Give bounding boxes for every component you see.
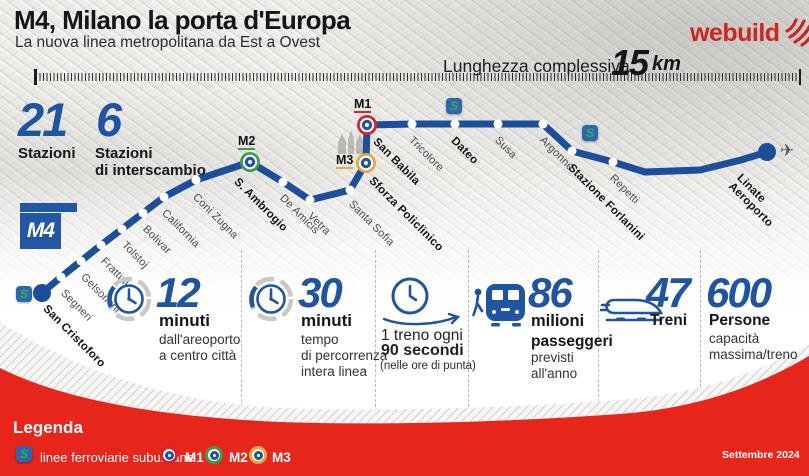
- interchange-marker: [248, 160, 252, 164]
- length-unit: km: [652, 53, 681, 75]
- legend-m1-label: M1: [185, 450, 204, 465]
- stat-frequency-line2: 90 secondi: [381, 342, 464, 359]
- stations-count-label: Stazioni: [18, 145, 76, 162]
- stat-capacity: 600: [706, 269, 772, 316]
- length-value: 15: [611, 42, 649, 83]
- stat-label: minuti: [159, 311, 210, 330]
- stat-label: Treni: [650, 312, 688, 329]
- station-dot: [493, 119, 503, 129]
- station-dot: [608, 157, 618, 167]
- station-dot: [76, 256, 86, 266]
- terminus-dot: [33, 284, 51, 302]
- legend-m3-label: M3: [272, 450, 291, 465]
- page-title: M4, Milano la porta d'Europa: [14, 5, 351, 35]
- interchanges-count-label: Stazioni di interscambio: [95, 145, 206, 180]
- terminus-dot: [758, 143, 776, 161]
- stat-divider: [241, 250, 242, 412]
- webuild-logo: webuild: [690, 13, 809, 47]
- station-dot: [538, 119, 548, 129]
- stopwatch-icon: [106, 276, 152, 322]
- stat-passengers: 86: [528, 269, 573, 316]
- duomo-icon: [338, 130, 364, 154]
- stat-divider: [598, 250, 599, 412]
- legend-m3-marker: [249, 446, 267, 464]
- interchange-marker: [365, 123, 369, 127]
- red-swoosh: [0, 356, 809, 476]
- station-dot: [159, 192, 169, 202]
- legend-m1-marker: [160, 446, 178, 464]
- legend-m2-marker: [205, 446, 223, 464]
- clock-frequency-icon: [382, 277, 461, 326]
- station-dot: [138, 208, 148, 218]
- interchanges-count: 6: [96, 93, 122, 146]
- stat-label: passeggeri: [531, 333, 613, 350]
- m4-logo: M4: [20, 203, 77, 249]
- ruler-endcap: [34, 69, 37, 85]
- stations-count: 21: [18, 93, 68, 146]
- webuild-wordmark: webuild: [690, 19, 780, 47]
- suburban-rail-icon: S: [16, 446, 32, 462]
- metro-train-passenger-icon: [472, 284, 525, 327]
- stat-frequency-line1: 1 treno ogni: [381, 327, 463, 344]
- station-dot: [407, 119, 417, 129]
- stopwatch-icon: [248, 276, 294, 322]
- stat-divider: [468, 250, 469, 412]
- station-dot: [345, 185, 355, 195]
- station-dot: [567, 146, 577, 156]
- length-ruler: [34, 69, 801, 85]
- length-label: Lunghezza complessiva: [443, 56, 630, 76]
- webuild-fan-icon: [784, 18, 809, 47]
- stat-trains: 47: [646, 269, 691, 316]
- m4-logo-bar: [20, 203, 77, 212]
- stat-label: milioni: [531, 312, 585, 330]
- stat-desc: tempo di percorrenza intera linea: [301, 332, 388, 379]
- stat-label: Persone: [709, 312, 771, 329]
- stat-divider: [700, 250, 701, 412]
- city-map-background: [0, 0, 809, 312]
- stat-label: minuti: [301, 311, 352, 330]
- station-dot: [56, 272, 66, 282]
- m4-logo-text: M4: [26, 219, 55, 242]
- highspeed-train-icon: [600, 298, 664, 322]
- stat-divider: [375, 250, 376, 412]
- stat-frequency-note: (nelle ore di punta): [380, 360, 476, 372]
- stat-desc: capacità massima/treno: [709, 331, 798, 362]
- legend-title: Legenda: [13, 418, 83, 437]
- stat-minutes-airport: 12: [156, 269, 201, 316]
- station-dot: [191, 175, 201, 185]
- station-dot: [278, 177, 288, 187]
- legend-m2-label: M2: [229, 450, 248, 465]
- station-dot: [117, 224, 127, 234]
- stat-minutes-line: 30: [298, 269, 343, 316]
- ruler-endcap: [798, 69, 801, 85]
- interchange-marker: [364, 161, 368, 165]
- station-dot: [96, 240, 106, 250]
- station-dot: [450, 119, 460, 129]
- publication-date: Settembre 2024: [722, 449, 800, 461]
- page-subtitle: La nuova linea metropolitana da Est a Ov…: [15, 34, 321, 51]
- stat-desc: previsti all'anno: [531, 350, 578, 381]
- station-dot: [305, 195, 315, 205]
- legend-suburban-label: linee ferroviarie suburbane: [40, 450, 194, 465]
- stat-desc: dall'areoporto a centro città: [159, 332, 241, 363]
